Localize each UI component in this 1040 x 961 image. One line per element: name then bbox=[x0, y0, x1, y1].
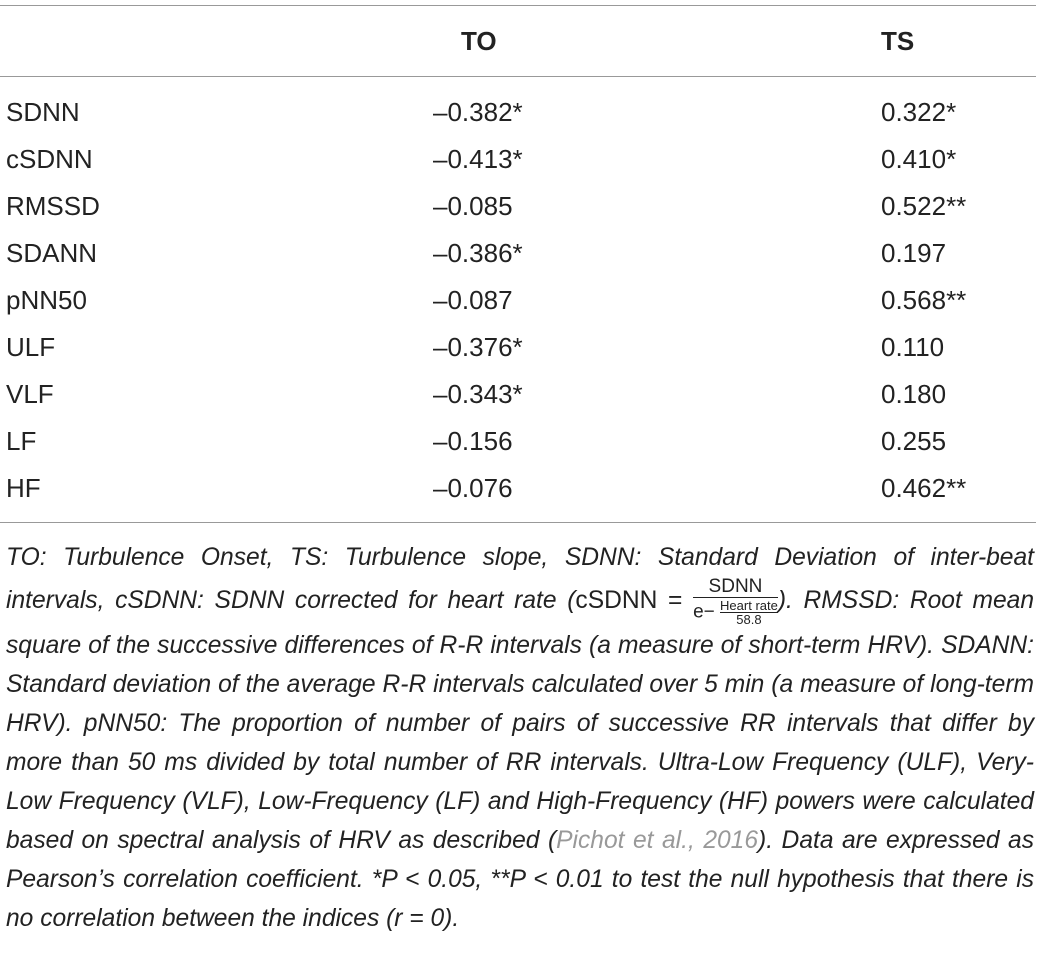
value-cell: 0.197 bbox=[881, 238, 947, 268]
value-cell: –0.376* bbox=[433, 332, 523, 362]
footnote: TO: Turbulence Onset, TS: Turbulence slo… bbox=[6, 538, 1034, 938]
formula-denominator: e− Heart rate 58.8 bbox=[693, 598, 778, 626]
value-cell: –0.382* bbox=[433, 97, 523, 127]
footnote-text: ). RMSSD: Root mean square of the succes… bbox=[6, 587, 1034, 854]
table-row: RMSSD –0.085 0.522** bbox=[0, 183, 1036, 230]
row-label: SDNN bbox=[6, 97, 80, 127]
table-row: HF –0.076 0.462** bbox=[0, 465, 1036, 523]
table-row: ULF –0.376* 0.110 bbox=[0, 324, 1036, 371]
table-row: VLF –0.343* 0.180 bbox=[0, 371, 1036, 418]
value-cell: 0.522** bbox=[881, 191, 967, 221]
exponent-numerator: Heart rate bbox=[720, 598, 778, 613]
value-cell: 0.180 bbox=[881, 379, 947, 409]
footnote-text: TO: Turbulence Onset, TS: Turbulence slo… bbox=[6, 544, 1034, 614]
table-row: SDANN –0.386* 0.197 bbox=[0, 230, 1036, 277]
value-cell: –0.343* bbox=[433, 379, 523, 409]
formula-lhs: cSDNN = bbox=[575, 587, 683, 614]
table-row: SDNN –0.382* 0.322* bbox=[0, 77, 1036, 137]
value-cell: 0.462** bbox=[881, 465, 1036, 523]
value-cell: –0.413* bbox=[433, 144, 523, 174]
correlation-table: TO TS SDNN –0.382* 0.322* cSDNN –0.413* 0.410… bbox=[0, 5, 1036, 523]
header-cell: TO bbox=[433, 5, 881, 77]
formula-numerator: SDNN bbox=[693, 577, 778, 598]
table-row: LF –0.156 0.255 bbox=[0, 418, 1036, 465]
row-label: RMSSD bbox=[6, 191, 100, 221]
table-body: SDNN –0.382* 0.322* cSDNN –0.413* 0.410* RMSSD… bbox=[0, 77, 1036, 523]
row-label: SDANN bbox=[6, 238, 98, 268]
value-cell: 0.255 bbox=[881, 426, 947, 456]
value-cell: –0.386* bbox=[433, 238, 523, 268]
value-cell: 0.110 bbox=[881, 332, 945, 362]
formula-base: e− bbox=[693, 601, 715, 623]
row-label: pNN50 bbox=[6, 285, 87, 315]
header-corner bbox=[0, 5, 433, 77]
value-cell: –0.156 bbox=[433, 426, 513, 456]
formula-exponent: Heart rate 58.8 bbox=[720, 599, 778, 626]
table-row: cSDNN –0.413* 0.410* bbox=[0, 136, 1036, 183]
value-cell: 0.322* bbox=[881, 97, 957, 127]
formula: SDNN e− Heart rate 58.8 bbox=[693, 577, 778, 626]
header-row: TO TS bbox=[0, 5, 1036, 77]
row-label: VLF bbox=[6, 379, 54, 409]
row-label: ULF bbox=[6, 332, 56, 362]
table-row: pNN50 –0.087 0.568** bbox=[0, 277, 1036, 324]
value-cell: 0.568** bbox=[881, 285, 967, 315]
value-cell: 0.410* bbox=[881, 144, 957, 174]
footnote-text: ). Data are expressed as Pearson’s corre… bbox=[6, 827, 1034, 932]
row-label: HF bbox=[0, 465, 433, 523]
value-cell: –0.076 bbox=[433, 465, 881, 523]
row-label: cSDNN bbox=[6, 144, 93, 174]
value-cell: –0.087 bbox=[433, 285, 513, 315]
exponent-denominator: 58.8 bbox=[736, 612, 762, 627]
citation-link[interactable]: Pichot et al., 2016 bbox=[556, 827, 759, 854]
row-label: LF bbox=[6, 426, 37, 456]
value-cell: –0.085 bbox=[433, 191, 513, 221]
header-cell: TS bbox=[881, 5, 1036, 77]
